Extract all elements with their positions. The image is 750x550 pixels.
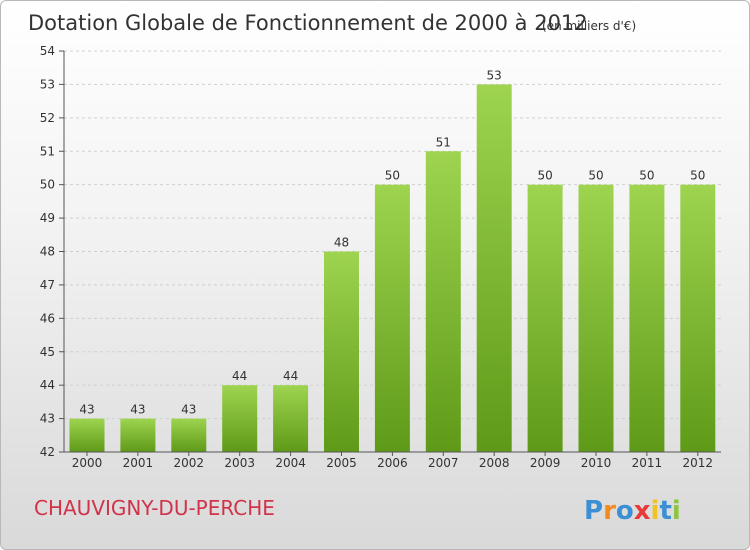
y-tick-label: 49 bbox=[40, 211, 55, 225]
y-tick-label: 51 bbox=[40, 144, 55, 158]
logo-letter: i bbox=[672, 496, 681, 526]
x-tick-label: 2010 bbox=[581, 456, 612, 470]
x-tick-label: 2003 bbox=[224, 456, 255, 470]
x-tick-label: 2007 bbox=[428, 456, 459, 470]
x-tick-label: 2001 bbox=[123, 456, 154, 470]
y-tick-label: 54 bbox=[40, 44, 55, 58]
x-axis: 2000 2001 2002 2003 2004 2005 2006 2007 2008 2009… bbox=[64, 451, 721, 470]
bar-value-label: 51 bbox=[436, 135, 451, 149]
bar-value-label: 50 bbox=[588, 169, 603, 183]
bar bbox=[171, 418, 207, 452]
y-tick-label: 45 bbox=[40, 345, 55, 359]
bar-value-label: 43 bbox=[79, 403, 94, 417]
y-tick-label: 52 bbox=[40, 111, 55, 125]
logo-letter: i bbox=[651, 496, 660, 526]
bar-value-label: 44 bbox=[283, 369, 298, 383]
y-tick-label: 48 bbox=[40, 245, 55, 259]
bar bbox=[680, 184, 716, 452]
y-tick-label: 50 bbox=[40, 178, 55, 192]
chart-unit: (en milliers d'€) bbox=[542, 19, 636, 33]
x-tick-label: 2002 bbox=[174, 456, 205, 470]
bar bbox=[578, 184, 614, 452]
y-tick-label: 53 bbox=[40, 77, 55, 91]
logo-letter: r bbox=[603, 496, 616, 526]
bar bbox=[527, 184, 563, 452]
x-tick-label: 2000 bbox=[72, 456, 103, 470]
bar-value-label: 50 bbox=[639, 169, 654, 183]
bar-value-label: 53 bbox=[487, 68, 502, 82]
logo-letter: t bbox=[659, 496, 671, 526]
x-tick-label: 2005 bbox=[326, 456, 357, 470]
y-tick-label: 47 bbox=[40, 278, 55, 292]
bar-value-label: 48 bbox=[334, 236, 349, 250]
y-tick-label: 44 bbox=[40, 378, 55, 392]
bar-value-label: 43 bbox=[130, 403, 145, 417]
x-tick-label: 2011 bbox=[632, 456, 663, 470]
bar bbox=[222, 385, 258, 452]
y-axis: 42 43 44 45 46 47 48 49 50 51 52 53 54 bbox=[40, 44, 65, 459]
chart-title: Dotation Globale de Fonctionnement de 20… bbox=[28, 11, 588, 35]
bar bbox=[374, 184, 410, 452]
x-tick-label: 2006 bbox=[377, 456, 408, 470]
x-tick-label: 2008 bbox=[479, 456, 510, 470]
bar bbox=[476, 84, 512, 453]
bar bbox=[69, 418, 105, 452]
bar-value-label: 43 bbox=[181, 403, 196, 417]
bar bbox=[324, 251, 359, 452]
bar bbox=[629, 184, 665, 452]
commune-name: CHAUVIGNY-DU-PERCHE bbox=[34, 496, 275, 520]
logo-letter: o bbox=[616, 496, 634, 526]
logo-letter: x bbox=[634, 496, 651, 526]
logo-letter: P bbox=[584, 496, 603, 526]
y-tick-label: 42 bbox=[40, 445, 55, 459]
bar-value-label: 50 bbox=[385, 169, 400, 183]
bar-value-label: 50 bbox=[690, 169, 705, 183]
y-tick-label: 46 bbox=[40, 311, 55, 325]
bar bbox=[425, 151, 461, 452]
bars: 43 43 43 44 44 48 50 51 53 50 50 50 50 bbox=[69, 68, 716, 453]
x-tick-label: 2009 bbox=[530, 456, 561, 470]
proxiti-logo: Proxiti bbox=[584, 496, 681, 526]
x-tick-label: 2012 bbox=[683, 456, 714, 470]
bar-value-label: 50 bbox=[537, 169, 552, 183]
bar bbox=[273, 385, 309, 452]
y-tick-label: 43 bbox=[40, 412, 55, 426]
x-tick-label: 2004 bbox=[275, 456, 306, 470]
bar bbox=[120, 418, 156, 452]
bar-value-label: 44 bbox=[232, 369, 247, 383]
